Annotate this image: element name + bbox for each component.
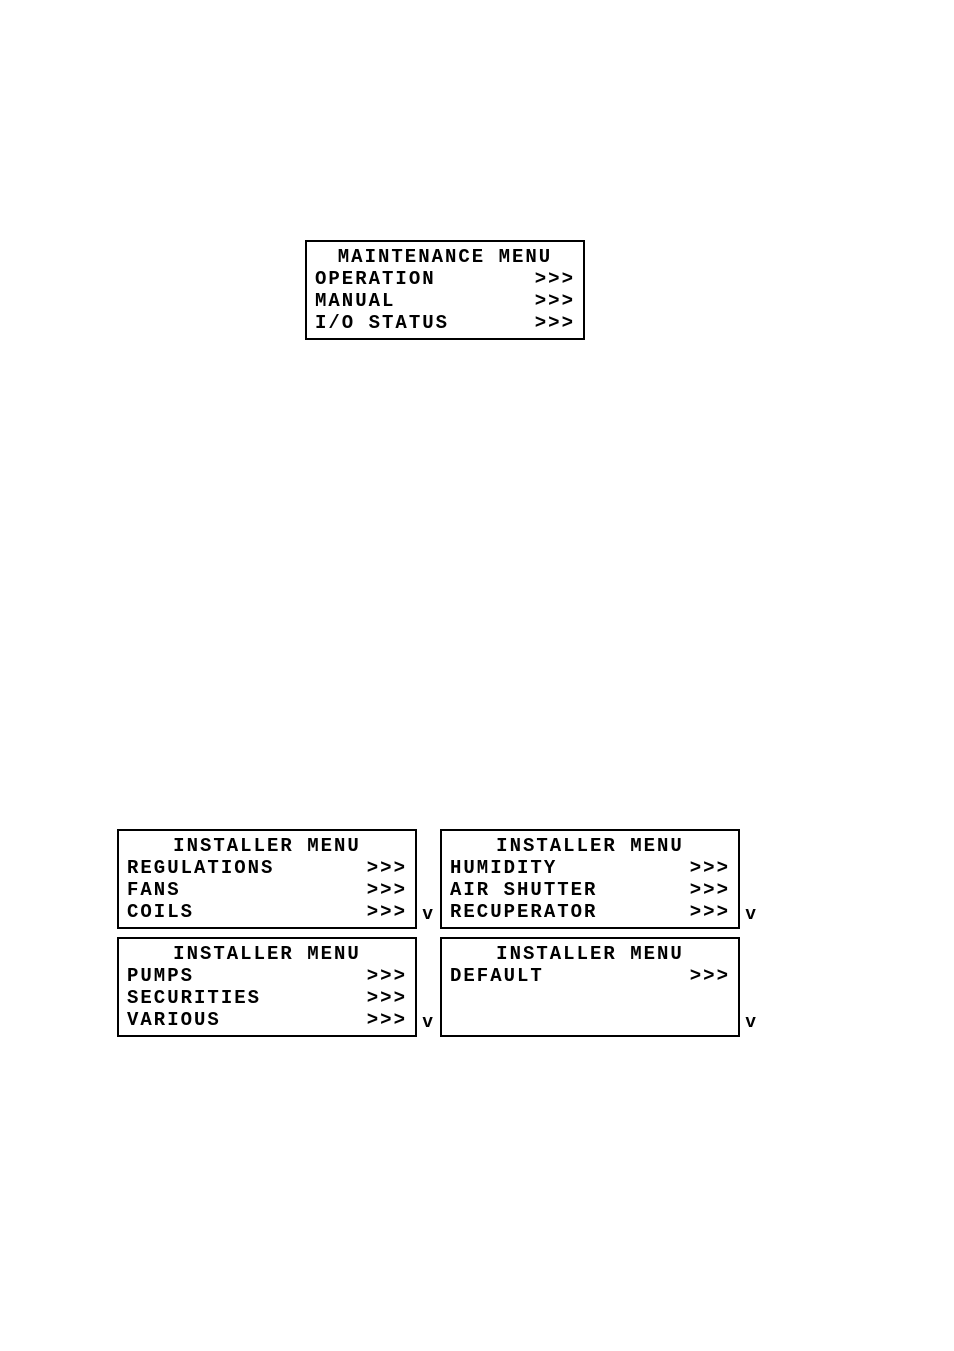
chevron-right-icon: >>> <box>367 901 407 923</box>
chevron-right-icon: >>> <box>367 857 407 879</box>
scroll-down-icon[interactable]: v <box>422 905 433 925</box>
menu-item-label: SECURITIES <box>127 987 261 1009</box>
menu-item-manual[interactable]: MANUAL >>> <box>315 290 575 312</box>
scroll-down-icon[interactable]: v <box>745 905 756 925</box>
menu-item-label: FANS <box>127 879 181 901</box>
menu-item-pumps[interactable]: PUMPS >>> <box>127 965 407 987</box>
menu-item-empty <box>450 1009 730 1031</box>
menu-item-label: REGULATIONS <box>127 857 274 879</box>
chevron-right-icon: >>> <box>367 987 407 1009</box>
chevron-right-icon: >>> <box>367 879 407 901</box>
chevron-right-icon: >>> <box>535 312 575 334</box>
menu-title: INSTALLER MENU <box>127 835 407 857</box>
menu-item-label: OPERATION <box>315 268 436 290</box>
menu-item-air-shutter[interactable]: AIR SHUTTER >>> <box>450 879 730 901</box>
menu-item-io-status[interactable]: I/O STATUS >>> <box>315 312 575 334</box>
menu-item-various[interactable]: VARIOUS >>> <box>127 1009 407 1031</box>
menu-item-label: I/O STATUS <box>315 312 449 334</box>
menu-item-fans[interactable]: FANS >>> <box>127 879 407 901</box>
menu-item-label: RECUPERATOR <box>450 901 597 923</box>
menu-item-label <box>450 1009 463 1031</box>
menu-item-securities[interactable]: SECURITIES >>> <box>127 987 407 1009</box>
chevron-right-icon: >>> <box>535 290 575 312</box>
menu-item-label <box>450 987 463 1009</box>
menu-title: INSTALLER MENU <box>450 835 730 857</box>
installer-menu-screen-2: INSTALLER MENU HUMIDITY >>> AIR SHUTTER … <box>440 829 740 929</box>
menu-title: INSTALLER MENU <box>450 943 730 965</box>
menu-item-label: COILS <box>127 901 194 923</box>
menu-item-default[interactable]: DEFAULT >>> <box>450 965 730 987</box>
menu-item-label: AIR SHUTTER <box>450 879 597 901</box>
menu-item-label: MANUAL <box>315 290 395 312</box>
scroll-down-icon[interactable]: v <box>745 1013 756 1033</box>
chevron-right-icon: >>> <box>367 965 407 987</box>
maintenance-menu-screen: MAINTENANCE MENU OPERATION >>> MANUAL >>… <box>305 240 585 340</box>
installer-menu-screen-1: INSTALLER MENU REGULATIONS >>> FANS >>> … <box>117 829 417 929</box>
menu-item-regulations[interactable]: REGULATIONS >>> <box>127 857 407 879</box>
menu-item-label: DEFAULT <box>450 965 544 987</box>
menu-title: INSTALLER MENU <box>127 943 407 965</box>
menu-item-empty <box>450 987 730 1009</box>
chevron-right-icon: >>> <box>367 1009 407 1031</box>
menu-item-recuperator[interactable]: RECUPERATOR >>> <box>450 901 730 923</box>
chevron-right-icon: >>> <box>690 901 730 923</box>
menu-item-operation[interactable]: OPERATION >>> <box>315 268 575 290</box>
menu-item-coils[interactable]: COILS >>> <box>127 901 407 923</box>
menu-item-label: VARIOUS <box>127 1009 221 1031</box>
scroll-down-icon[interactable]: v <box>422 1013 433 1033</box>
menu-title: MAINTENANCE MENU <box>315 246 575 268</box>
menu-item-label: PUMPS <box>127 965 194 987</box>
menu-item-humidity[interactable]: HUMIDITY >>> <box>450 857 730 879</box>
chevron-right-icon: >>> <box>690 965 730 987</box>
chevron-right-icon: >>> <box>690 879 730 901</box>
installer-menu-screen-4: INSTALLER MENU DEFAULT >>> v <box>440 937 740 1037</box>
chevron-right-icon: >>> <box>535 268 575 290</box>
menu-item-label: HUMIDITY <box>450 857 557 879</box>
chevron-right-icon: >>> <box>690 857 730 879</box>
installer-menu-screen-3: INSTALLER MENU PUMPS >>> SECURITIES >>> … <box>117 937 417 1037</box>
